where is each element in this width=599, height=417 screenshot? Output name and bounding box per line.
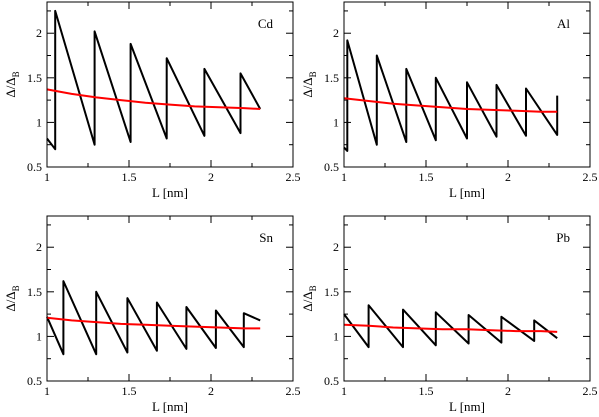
sawtooth-curve bbox=[343, 304, 558, 349]
x-tick-label: 2 bbox=[505, 170, 511, 184]
y-axis-label-main: Δ/Δ bbox=[3, 291, 18, 311]
x-tick-label: 1 bbox=[341, 384, 347, 398]
y-tick-label: 1.5 bbox=[27, 71, 42, 85]
x-tick-label: 2.5 bbox=[286, 384, 301, 398]
y-tick-label: 1 bbox=[36, 329, 42, 343]
smooth-curve bbox=[46, 316, 261, 330]
x-tick-label: 2.5 bbox=[583, 384, 598, 398]
x-axis-label: L [nm] bbox=[449, 399, 485, 414]
y-axis-label: Δ/ΔB bbox=[3, 71, 21, 97]
smooth-curve bbox=[46, 88, 261, 110]
x-axis-label: L [nm] bbox=[152, 399, 188, 414]
x-axis-label: L [nm] bbox=[449, 185, 485, 200]
y-tick-label: 0.5 bbox=[324, 160, 339, 174]
y-tick-label: 1 bbox=[333, 115, 339, 129]
x-tick-label: 2.5 bbox=[286, 170, 301, 184]
sawtooth-curve bbox=[46, 280, 261, 356]
y-axis-label: Δ/ΔB bbox=[300, 71, 318, 97]
y-tick-label: 1.5 bbox=[324, 285, 339, 299]
x-tick-label: 1.5 bbox=[122, 384, 137, 398]
sawtooth-curve bbox=[46, 9, 262, 151]
y-axis-label-main: Δ/Δ bbox=[300, 291, 315, 311]
smooth-curve bbox=[343, 323, 558, 333]
x-tick-label: 1 bbox=[341, 170, 347, 184]
plot-frame bbox=[343, 215, 591, 382]
x-tick-label: 1 bbox=[44, 170, 50, 184]
x-tick-label: 2 bbox=[505, 384, 511, 398]
y-tick-label: 1 bbox=[36, 115, 42, 129]
x-tick-label: 2 bbox=[208, 384, 214, 398]
y-axis-label-subscript: B bbox=[11, 285, 21, 291]
y-tick-label: 1.5 bbox=[27, 285, 42, 299]
y-axis-label: Δ/ΔB bbox=[3, 285, 21, 311]
plot-frame bbox=[46, 215, 294, 382]
y-axis-label-subscript: B bbox=[308, 285, 318, 291]
x-tick-label: 1.5 bbox=[419, 384, 434, 398]
plot-frame bbox=[46, 1, 294, 168]
smooth-curve bbox=[343, 97, 558, 113]
y-tick-label: 2 bbox=[333, 240, 339, 254]
sawtooth-curve bbox=[343, 39, 559, 152]
y-tick-label: 2 bbox=[36, 240, 42, 254]
y-axis-label-main: Δ/Δ bbox=[300, 77, 315, 97]
panel-label: Pb bbox=[556, 230, 570, 245]
y-tick-label: 2 bbox=[333, 26, 339, 40]
y-tick-label: 0.5 bbox=[27, 160, 42, 174]
x-tick-label: 1.5 bbox=[122, 170, 137, 184]
x-tick-label: 1.5 bbox=[419, 170, 434, 184]
x-tick-label: 2 bbox=[208, 170, 214, 184]
y-tick-label: 0.5 bbox=[27, 374, 42, 388]
x-tick-label: 1 bbox=[44, 384, 50, 398]
y-axis-label-subscript: B bbox=[308, 71, 318, 77]
panel-label: Cd bbox=[258, 16, 274, 31]
panel-label: Al bbox=[557, 16, 570, 31]
x-tick-label: 2.5 bbox=[583, 170, 598, 184]
y-tick-label: 2 bbox=[36, 26, 42, 40]
y-axis-label: Δ/ΔB bbox=[300, 285, 318, 311]
y-axis-label-main: Δ/Δ bbox=[3, 77, 18, 97]
x-axis-label: L [nm] bbox=[152, 185, 188, 200]
y-tick-label: 0.5 bbox=[324, 374, 339, 388]
panel-label: Sn bbox=[259, 230, 273, 245]
y-tick-label: 1.5 bbox=[324, 71, 339, 85]
y-tick-label: 1 bbox=[333, 329, 339, 343]
y-axis-label-subscript: B bbox=[11, 71, 21, 77]
